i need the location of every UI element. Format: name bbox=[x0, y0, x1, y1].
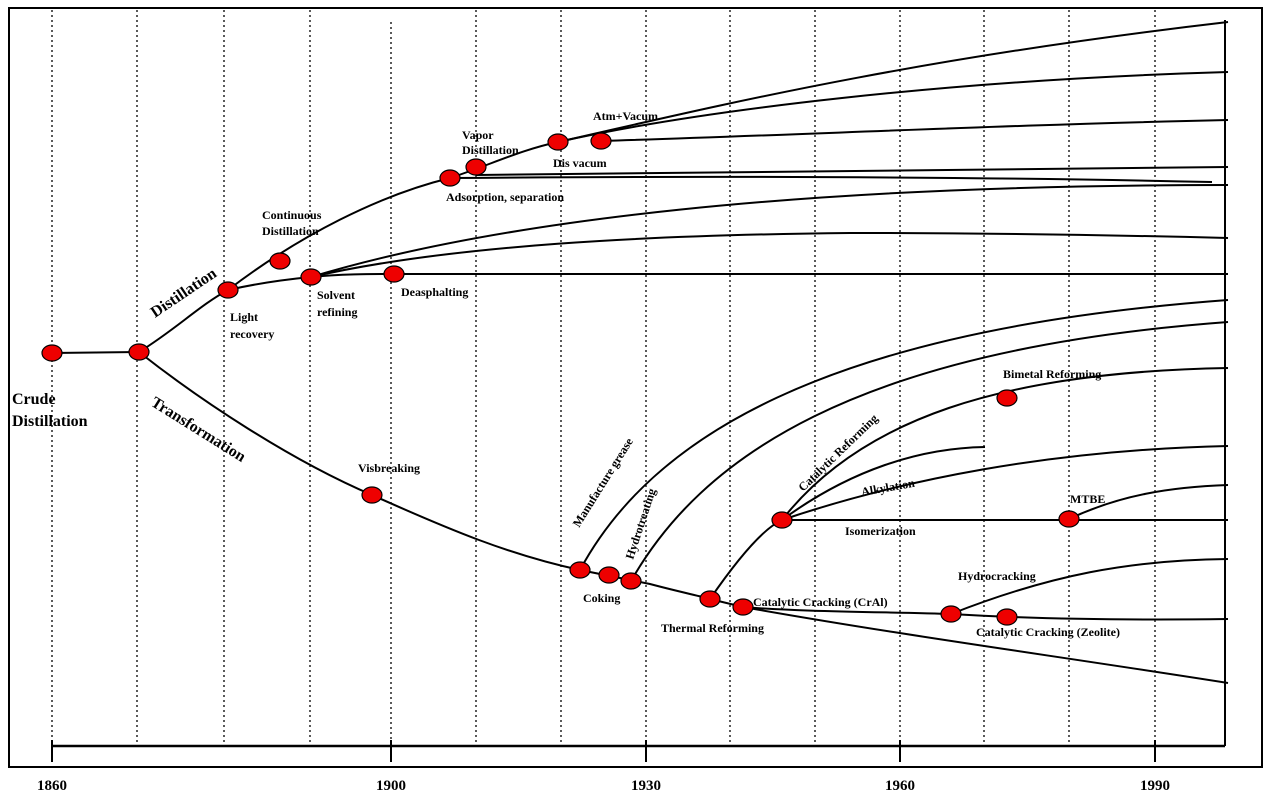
hydrocracking-line bbox=[950, 558, 1229, 615]
timeline-axis: 1860 1900 1930 1960 1990 bbox=[37, 20, 1226, 794]
label-atm-vacum: Atm+Vacum bbox=[593, 109, 658, 123]
zeolite-line bbox=[950, 613, 1229, 621]
label-light: Light bbox=[230, 310, 258, 324]
node-mtbe bbox=[1058, 510, 1080, 528]
label-mtbe: MTBE bbox=[1070, 492, 1105, 506]
transformation-main-branch bbox=[138, 351, 952, 615]
year-label-1860: 1860 bbox=[37, 778, 67, 794]
node-solvent-refining bbox=[300, 268, 322, 286]
label-hydrotreating: Hydrotreating bbox=[623, 487, 659, 561]
year-label-1990: 1990 bbox=[1140, 778, 1170, 794]
node-catalytic-cracking-cra bbox=[732, 598, 754, 616]
node-atm-vacum bbox=[590, 132, 612, 150]
solvent-upper-line bbox=[310, 184, 1229, 278]
label-visbreaking: Visbreaking bbox=[358, 461, 420, 475]
label-crude: Crude bbox=[12, 391, 56, 408]
label-recovery: recovery bbox=[230, 327, 274, 341]
node-manufacture-grease bbox=[569, 561, 591, 579]
deasphalting-line bbox=[310, 273, 1228, 278]
thermal-to-catalytic-line bbox=[709, 519, 783, 600]
node-bimetal-reforming bbox=[996, 389, 1018, 407]
node-deasphalting bbox=[383, 265, 405, 283]
node-catalytic-cracking-zeolite bbox=[996, 608, 1018, 626]
node-light-recovery bbox=[217, 281, 239, 299]
label-bimetal-reforming: Bimetal Reforming bbox=[1003, 367, 1101, 381]
manufacture-grease-line bbox=[579, 299, 1229, 571]
year-label-1930: 1930 bbox=[631, 778, 661, 794]
catalytic-reforming-short-line bbox=[781, 446, 986, 521]
catalytic-reforming-line bbox=[781, 367, 1229, 521]
hydrotreating-line bbox=[630, 321, 1229, 582]
label-vapor-distillation: Distillation bbox=[462, 143, 519, 157]
label-continuous-line2: Distillation bbox=[262, 224, 319, 238]
label-adsorption-separation: Adsorption, separation bbox=[446, 190, 564, 204]
node-catalytic-reforming bbox=[771, 511, 793, 529]
process-labels: Crude Distillation Distillation Transfor… bbox=[12, 109, 1120, 639]
node-adsorption bbox=[439, 169, 461, 187]
distillation-line bbox=[557, 71, 1229, 143]
label-vapor: Vapor bbox=[462, 128, 494, 142]
label-continuous: Continuous bbox=[262, 208, 322, 222]
label-refining: refining bbox=[317, 305, 357, 319]
distillation-main-branch bbox=[138, 141, 559, 353]
transformation-bottom-line bbox=[742, 606, 1229, 684]
distillation-top-line bbox=[557, 21, 1229, 143]
label-isomerization: Isomerization bbox=[845, 524, 916, 538]
label-transformation-branch: Transformation bbox=[148, 394, 249, 466]
year-label-1960: 1960 bbox=[885, 778, 915, 794]
label-catalytic-reforming: Catalytic Reforming bbox=[795, 411, 880, 494]
crude-trunk-line bbox=[51, 351, 140, 354]
label-deasphalting: Deasphalting bbox=[401, 285, 468, 299]
node-thermal-reforming bbox=[699, 590, 721, 608]
node-crude-distillation bbox=[41, 344, 63, 362]
label-coking: Coking bbox=[583, 591, 620, 605]
alkylation-line bbox=[781, 445, 1229, 521]
vapor-distillation-line bbox=[475, 166, 1229, 176]
node-coking bbox=[598, 566, 620, 584]
node-hydrotreating bbox=[620, 572, 642, 590]
label-catalytic-cracking-cra: Catalytic Cracking (CrAl) bbox=[753, 595, 888, 609]
atm-vacum-line bbox=[600, 119, 1229, 142]
adsorption-line bbox=[449, 175, 1213, 183]
node-vapor-distillation bbox=[465, 158, 487, 176]
year-label-1900: 1900 bbox=[376, 778, 406, 794]
node-split bbox=[128, 343, 150, 361]
solvent-line bbox=[310, 231, 1229, 278]
light-recovery-branch bbox=[227, 276, 312, 291]
label-solvent: Solvent bbox=[317, 288, 355, 302]
label-hydrocracking: Hydrocracking bbox=[958, 569, 1036, 583]
node-continuous-distillation bbox=[269, 252, 291, 270]
mtbe-line bbox=[1068, 484, 1229, 520]
node-visbreaking bbox=[361, 486, 383, 504]
label-manufacture-grease: Manufacture grease bbox=[570, 435, 637, 530]
diagram-frame bbox=[8, 7, 1263, 768]
process-nodes bbox=[41, 132, 1080, 626]
decade-gridlines bbox=[51, 10, 1156, 746]
label-distillation-line2: Distillation bbox=[12, 413, 88, 430]
label-alkylation: Alkylation bbox=[860, 476, 916, 499]
label-dis-vacum: Dis vacum bbox=[553, 156, 607, 170]
label-distillation-branch: Distillation bbox=[148, 265, 220, 321]
label-catalytic-cracking-zeolite: Catalytic Cracking (Zeolite) bbox=[976, 625, 1120, 639]
label-thermal-reforming: Thermal Reforming bbox=[661, 621, 764, 635]
node-hydrocracking bbox=[940, 605, 962, 623]
node-dis-vacum bbox=[547, 133, 569, 151]
